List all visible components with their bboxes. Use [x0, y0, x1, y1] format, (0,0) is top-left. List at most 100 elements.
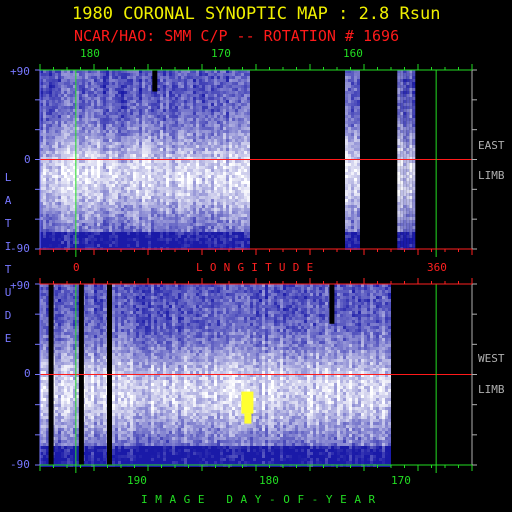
heatmap-cell	[40, 208, 43, 211]
heatmap-cell	[172, 223, 175, 226]
heatmap-cell	[199, 97, 202, 100]
heatmap-cell	[148, 175, 151, 178]
heatmap-cell	[172, 76, 175, 79]
heatmap-cell	[157, 160, 160, 163]
heatmap-cell	[223, 130, 226, 133]
heatmap-cell	[136, 124, 139, 127]
heatmap-cell	[124, 196, 127, 199]
heatmap-cell	[357, 196, 360, 199]
heatmap-cell	[112, 79, 115, 82]
heatmap-cell	[199, 85, 202, 88]
heatmap-cell	[397, 169, 401, 172]
heatmap-cell	[196, 118, 199, 121]
heatmap-cell	[244, 211, 247, 214]
heatmap-cell	[79, 220, 82, 223]
heatmap-cell	[232, 175, 235, 178]
heatmap-cell	[106, 244, 109, 247]
heatmap-cell	[112, 88, 115, 91]
heatmap-cell	[205, 229, 208, 232]
heatmap-cell	[76, 100, 79, 103]
heatmap-cell	[199, 100, 202, 103]
heatmap-cell	[403, 190, 407, 193]
heatmap-cell	[193, 190, 196, 193]
heatmap-cell	[40, 88, 43, 91]
heatmap-cell	[103, 238, 106, 241]
heatmap-cell	[184, 190, 187, 193]
heatmap-cell	[403, 145, 407, 148]
heatmap-cell	[112, 157, 115, 160]
heatmap-cell	[187, 235, 190, 238]
heatmap-cell	[181, 187, 184, 190]
heatmap-cell	[348, 232, 351, 235]
heatmap-cell	[202, 166, 205, 169]
heatmap-cell	[241, 196, 244, 199]
heatmap-cell	[112, 205, 115, 208]
heatmap-cell	[229, 106, 232, 109]
heatmap-cell	[73, 211, 76, 214]
heatmap-cell	[130, 163, 133, 166]
heatmap-cell	[205, 94, 208, 97]
heatmap-cell	[178, 106, 181, 109]
heatmap-cell	[61, 235, 64, 238]
heatmap-cell	[244, 208, 247, 211]
heatmap-cell	[357, 181, 360, 184]
heatmap-cell	[172, 214, 175, 217]
heatmap-cell	[348, 217, 351, 220]
heatmap-cell	[178, 244, 181, 247]
heatmap-cell	[94, 241, 97, 244]
heatmap-cell	[400, 217, 404, 220]
heatmap-cell	[397, 97, 401, 100]
heatmap-cell	[187, 130, 190, 133]
heatmap-cell	[208, 145, 211, 148]
heatmap-cell	[226, 199, 229, 202]
heatmap-cell	[244, 145, 247, 148]
heatmap-cell	[40, 85, 43, 88]
heatmap-cell	[181, 232, 184, 235]
heatmap-cell	[211, 235, 214, 238]
heatmap-cell	[211, 118, 214, 121]
heatmap-cell	[175, 226, 178, 229]
heatmap-cell	[151, 91, 154, 94]
heatmap-cell	[118, 88, 121, 91]
heatmap-cell	[139, 232, 142, 235]
heatmap-cell	[412, 172, 416, 175]
heatmap-cell	[70, 133, 73, 136]
heatmap-cell	[409, 145, 413, 148]
heatmap-cell	[169, 166, 172, 169]
heatmap-cell	[175, 163, 178, 166]
heatmap-cell	[145, 136, 148, 139]
heatmap-cell	[109, 232, 112, 235]
heatmap-cell	[172, 193, 175, 196]
heatmap-cell	[208, 184, 211, 187]
heatmap-cell	[82, 133, 85, 136]
heatmap-cell	[61, 226, 64, 229]
heatmap-cell	[58, 142, 61, 145]
heatmap-cell	[247, 73, 250, 76]
heatmap-cell	[409, 94, 413, 97]
heatmap-cell	[217, 82, 220, 85]
heatmap-cell	[64, 178, 67, 181]
heatmap-cell	[43, 190, 46, 193]
heatmap-cell	[175, 88, 178, 91]
heatmap-cell	[409, 82, 413, 85]
heatmap-cell	[357, 199, 360, 202]
heatmap-cell	[70, 148, 73, 151]
heatmap-cell	[103, 100, 106, 103]
heatmap-cell	[409, 178, 413, 181]
heatmap-cell	[94, 70, 97, 73]
heatmap-cell	[121, 220, 124, 223]
heatmap-cell	[70, 94, 73, 97]
heatmap-cell	[244, 244, 247, 247]
heatmap-cell	[151, 211, 154, 214]
heatmap-cell	[82, 175, 85, 178]
heatmap-cell	[79, 244, 82, 247]
heatmap-cell	[109, 226, 112, 229]
heatmap-cell	[172, 139, 175, 142]
heatmap-cell	[64, 91, 67, 94]
heatmap-cell	[58, 112, 61, 115]
heatmap-cell	[184, 175, 187, 178]
heatmap-cell	[40, 214, 43, 217]
heatmap-cell	[187, 76, 190, 79]
heatmap-cell	[142, 199, 145, 202]
